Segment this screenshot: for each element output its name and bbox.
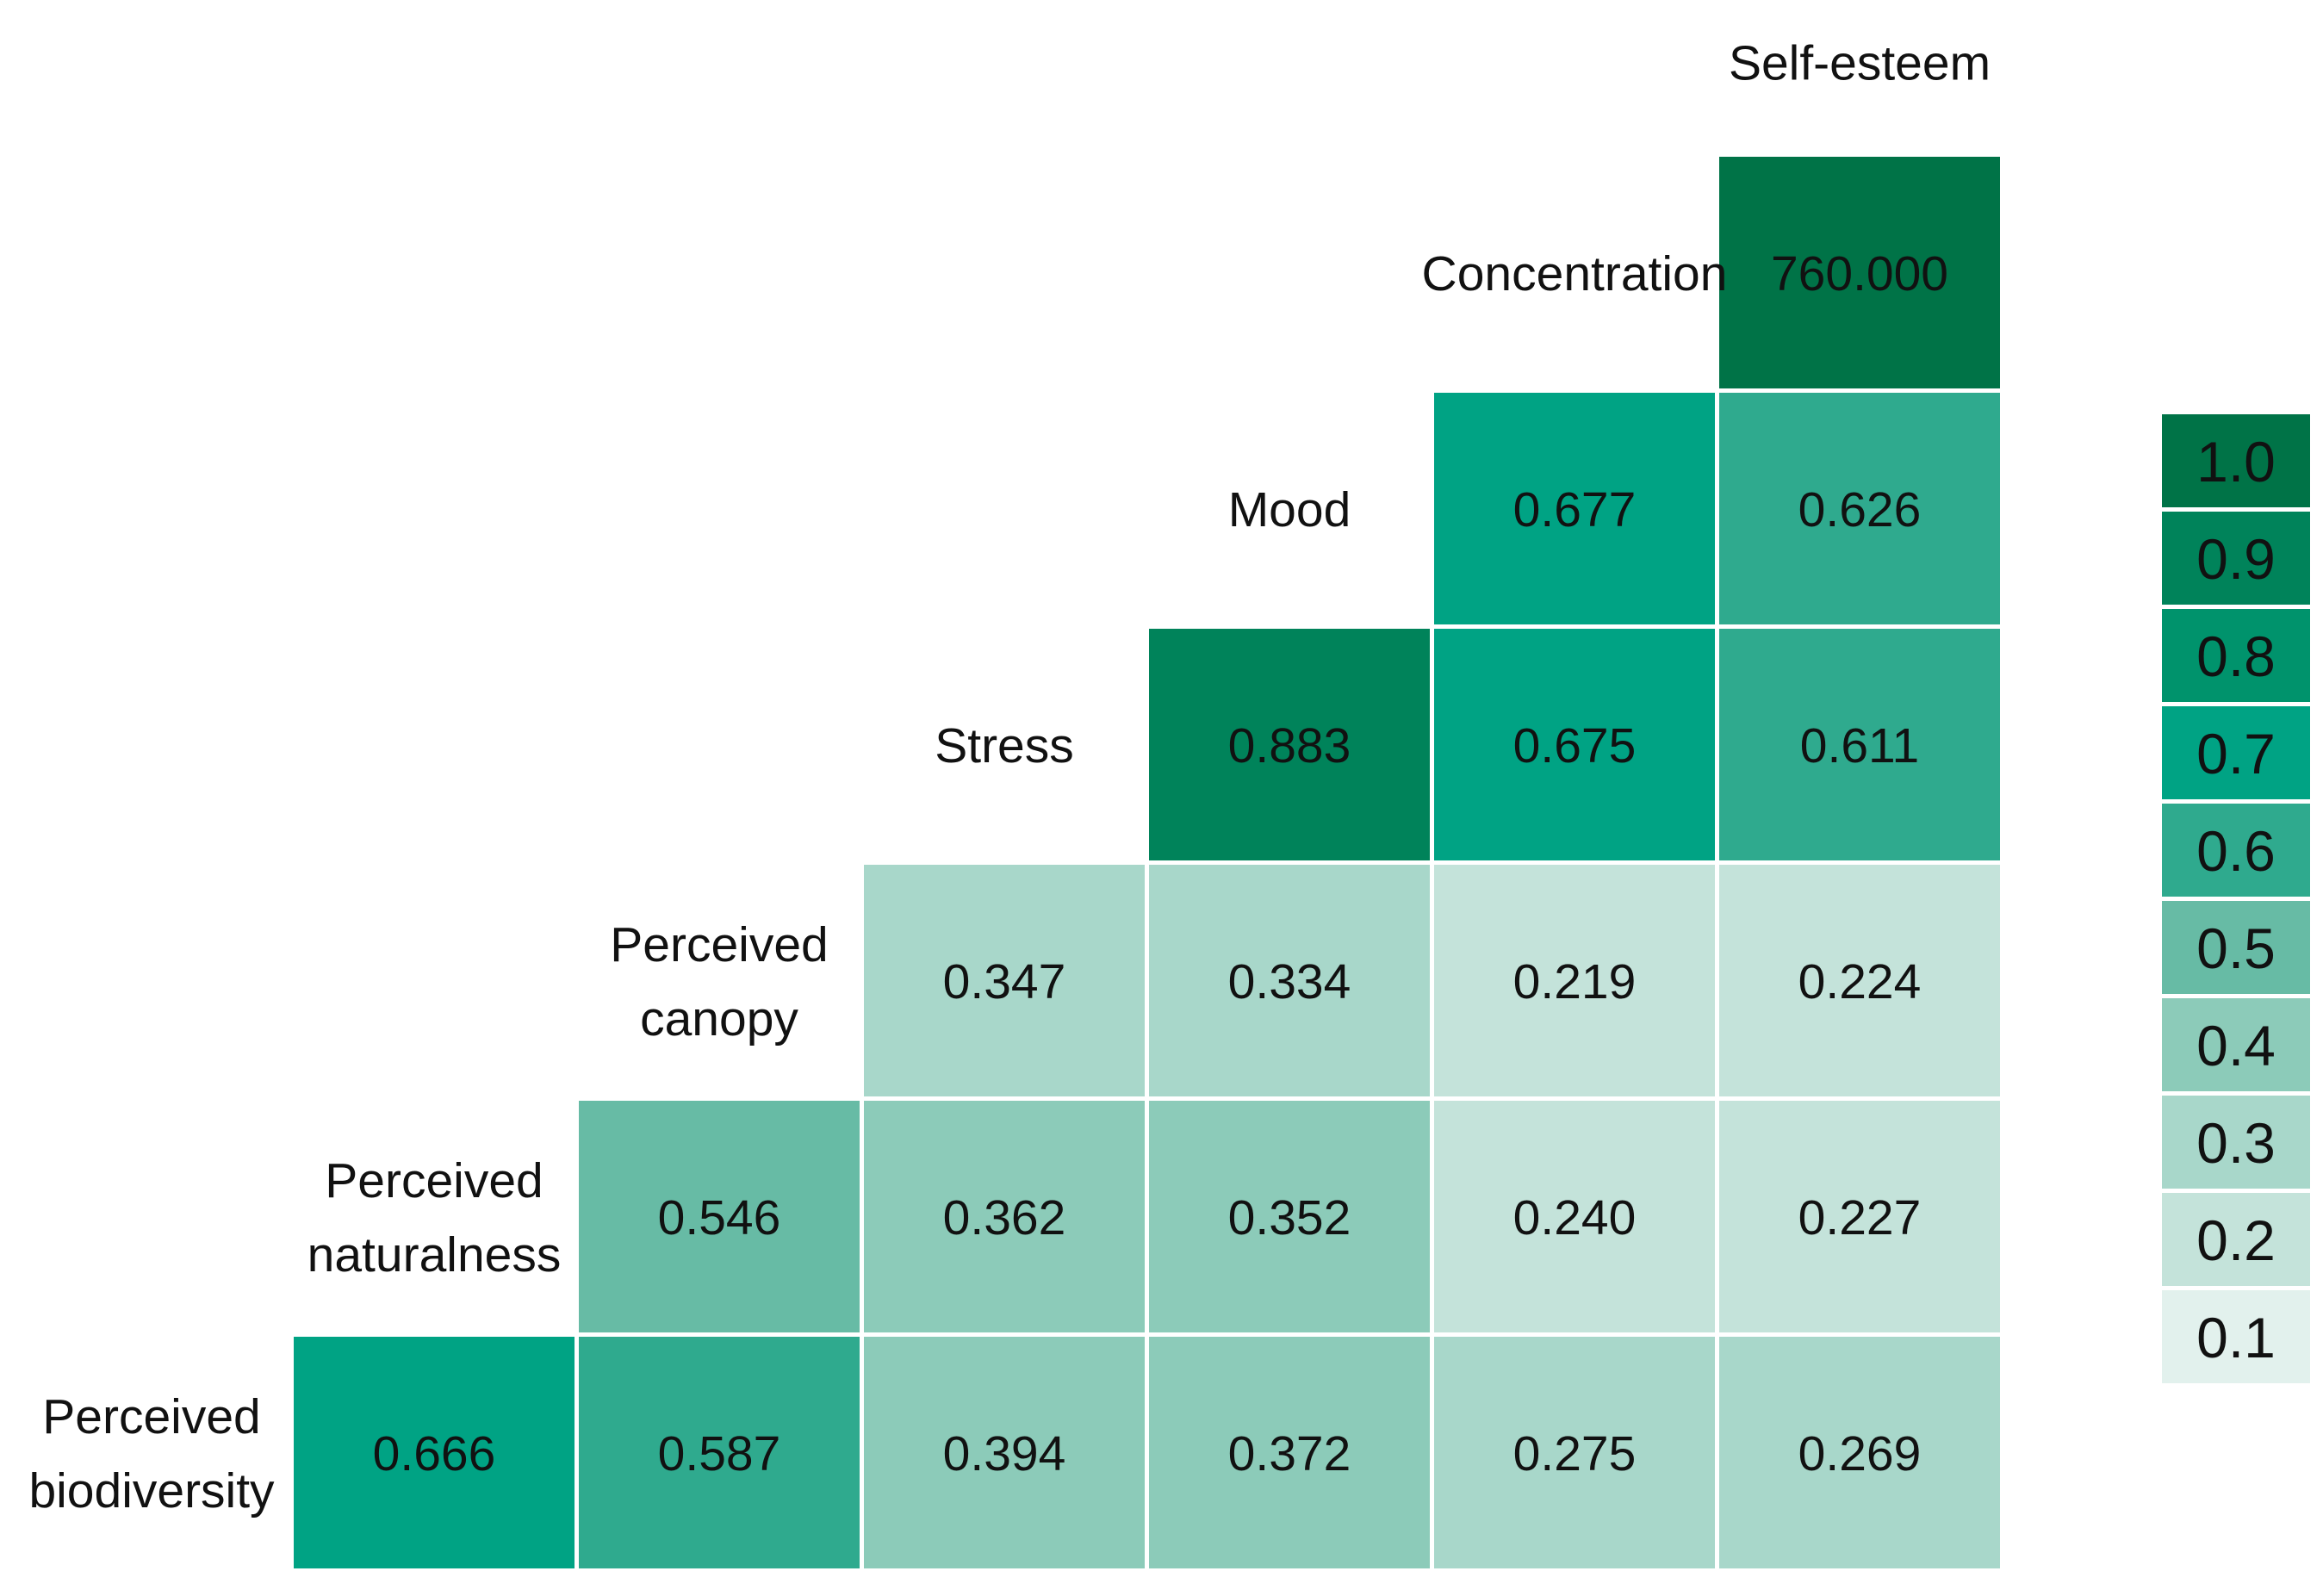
variable-label-line: Perceived <box>325 1153 543 1208</box>
variable-label: Self-esteem <box>1729 36 1991 91</box>
variable-label: Stress <box>935 718 1074 773</box>
legend-swatch <box>2162 901 2310 994</box>
legend-swatch <box>2162 609 2310 702</box>
cell-value-label: 0.240 <box>1513 1190 1637 1245</box>
cell-value-label: 0.587 <box>658 1426 781 1481</box>
cell-value-label: 0.611 <box>1800 718 1919 773</box>
variable-label-line: Concentration <box>1422 246 1728 301</box>
heatmap-cell <box>1149 1337 1430 1568</box>
cell-value-label: 0.666 <box>373 1426 496 1481</box>
legend-label: 0.7 <box>2196 722 2276 786</box>
legend-label: 0.6 <box>2196 819 2276 883</box>
heatmap-cell <box>1719 865 2000 1096</box>
heatmap-cell <box>1149 1101 1430 1332</box>
variable-label-line: canopy <box>640 991 798 1046</box>
cell-value-label: 0.372 <box>1228 1426 1351 1481</box>
variable-label: Perceived naturalness <box>307 1153 562 1282</box>
heatmap-cell <box>1434 629 1715 860</box>
heatmap-cell <box>864 1337 1145 1568</box>
legend-label: 0.1 <box>2196 1306 2276 1369</box>
cell-value-label: 0.394 <box>943 1426 1066 1481</box>
heatmap-cell <box>579 1101 860 1332</box>
heatmap-cell <box>294 1337 575 1568</box>
variable-label-line: Stress <box>935 718 1074 773</box>
cell-value-label: 0.269 <box>1798 1426 1922 1481</box>
cell-value-label: 0.227 <box>1798 1190 1922 1245</box>
cell-value-label: 0.347 <box>943 954 1066 1009</box>
cell-value-label: 0.362 <box>943 1190 1066 1245</box>
legend-swatch <box>2162 1193 2310 1286</box>
variable-label: Perceived canopy <box>610 917 828 1046</box>
color-legend: 1.0 0.9 0.8 0.7 0.6 0.5 0.4 0.3 0.2 0.1 <box>2162 414 2310 1383</box>
cell-value-label: 760.000 <box>1771 246 1948 301</box>
heatmap-cell <box>1149 629 1430 860</box>
variable-labels: Perceived biodiversity Perceived naturalnes… <box>28 36 1991 1519</box>
legend-label: 0.2 <box>2196 1208 2276 1272</box>
heatmap-cell <box>1719 157 2000 388</box>
legend-label: 0.5 <box>2196 916 2276 980</box>
legend-swatch <box>2162 1096 2310 1189</box>
heatmap-cell <box>1719 1101 2000 1332</box>
cell-value-label: 0.275 <box>1513 1426 1637 1481</box>
legend-swatch <box>2162 804 2310 897</box>
cell-value-label: 0.883 <box>1228 718 1351 773</box>
heatmap-cell <box>864 1101 1145 1332</box>
legend-label: 0.4 <box>2196 1014 2276 1077</box>
variable-label: Perceived biodiversity <box>28 1389 275 1518</box>
legend-swatch <box>2162 414 2310 507</box>
legend-swatch <box>2162 998 2310 1091</box>
cell-value-label: 0.224 <box>1798 954 1922 1009</box>
heatmap-cell <box>1434 865 1715 1096</box>
legend-swatch <box>2162 512 2310 605</box>
legend-swatch <box>2162 1290 2310 1383</box>
legend-swatch <box>2162 706 2310 799</box>
variable-label-line: Perceived <box>610 917 828 972</box>
variable-label-line: Self-esteem <box>1729 36 1991 91</box>
legend-label: 0.3 <box>2196 1111 2276 1175</box>
heatmap-cell <box>1149 865 1430 1096</box>
variable-label: Mood <box>1228 482 1351 537</box>
legend-label: 0.9 <box>2196 527 2276 591</box>
heatmap-cells: 0.666 0.587 0.394 0.372 0.275 0.269 0.546 0.362… <box>294 157 2000 1568</box>
cell-value-label: 0.546 <box>658 1190 781 1245</box>
variable-label-line: naturalness <box>307 1227 562 1282</box>
cell-value-label: 0.352 <box>1228 1190 1351 1245</box>
heatmap-cell <box>864 865 1145 1096</box>
heatmap-cell <box>1434 1337 1715 1568</box>
heatmap-cell <box>1719 629 2000 860</box>
heatmap-cell <box>1434 1101 1715 1332</box>
heatmap-cell <box>1719 1337 2000 1568</box>
heatmap-cell <box>579 1337 860 1568</box>
cell-value-label: 0.626 <box>1798 482 1922 537</box>
legend-label: 1.0 <box>2196 430 2276 494</box>
cell-value-label: 0.677 <box>1513 482 1637 537</box>
variable-label-line: Mood <box>1228 482 1351 537</box>
variable-label-line: Perceived <box>42 1389 260 1444</box>
legend-label: 0.8 <box>2196 624 2276 688</box>
variable-label-line: biodiversity <box>28 1463 275 1518</box>
cell-value-label: 0.334 <box>1228 954 1351 1009</box>
cell-value-label: 0.219 <box>1513 954 1637 1009</box>
heatmap-cell <box>1434 393 1715 624</box>
variable-label: Concentration <box>1422 246 1728 301</box>
cell-value-label: 0.675 <box>1513 718 1637 773</box>
heatmap-cell <box>1719 393 2000 624</box>
